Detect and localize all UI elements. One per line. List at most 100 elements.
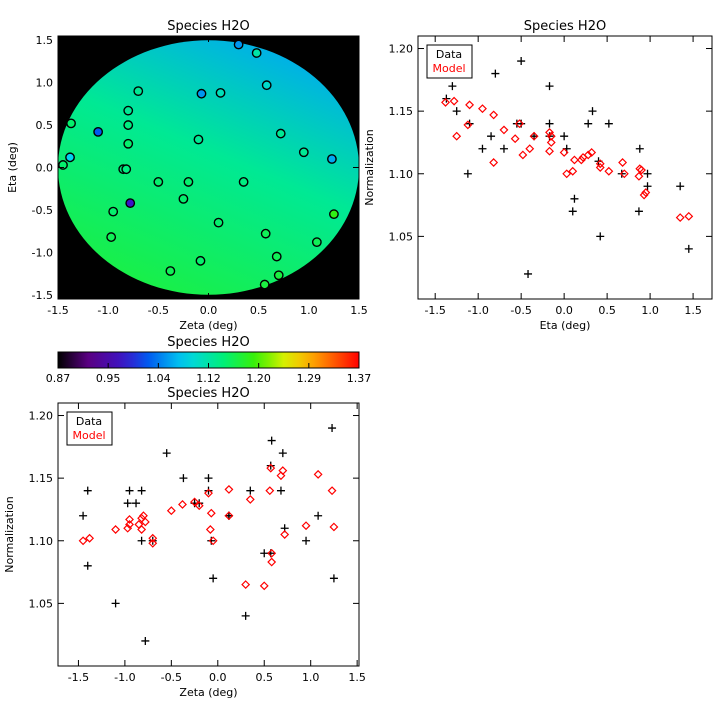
model-point: [208, 536, 218, 546]
colorbar-title: Species H2O: [167, 335, 249, 350]
data-point: [207, 536, 216, 545]
model-point: [452, 131, 462, 141]
model-point: [518, 150, 528, 160]
map-point: [178, 193, 189, 204]
model-point: [525, 144, 535, 154]
map-point: [123, 120, 134, 130]
model-point: [587, 148, 597, 157]
data-point: [278, 449, 287, 458]
y-tick-label: 1.15: [29, 472, 54, 485]
data-point: [83, 561, 92, 570]
x-tick-label: 0.0: [200, 304, 218, 317]
model-point: [529, 131, 539, 141]
model-point: [604, 166, 614, 176]
map-point: [123, 105, 134, 116]
data-point: [204, 486, 213, 495]
x-tick-label: 1.5: [684, 304, 702, 317]
colorbar-tick-label: 1.20: [246, 372, 271, 385]
y-tick-label: 1.15: [389, 105, 414, 118]
model-point: [329, 522, 339, 532]
model-point: [205, 525, 215, 534]
chart-title: Species H2O: [524, 19, 606, 34]
model-point: [190, 497, 200, 507]
map-point: [196, 88, 207, 99]
model-point: [266, 463, 276, 473]
y-tick-label: 1.0: [36, 77, 54, 90]
map-point: [183, 177, 194, 187]
data-point: [604, 119, 613, 128]
model-point: [595, 159, 605, 169]
model-point: [514, 119, 524, 129]
data-point: [676, 182, 685, 191]
axes-frame: [417, 35, 713, 300]
map-point: [327, 154, 337, 164]
data-point: [148, 536, 157, 545]
y-tick-label: -1.5: [32, 289, 53, 302]
model-point: [570, 155, 579, 165]
x-tick-label: -1.5: [47, 304, 68, 317]
model-point: [595, 163, 605, 172]
x-tick-label: 1.0: [302, 671, 320, 684]
data-point: [545, 82, 554, 91]
x-tick-label: -0.5: [148, 304, 169, 317]
data-point: [491, 69, 500, 78]
y-axis-label: Normalization: [363, 129, 376, 205]
model-point: [148, 538, 158, 548]
data-point: [517, 57, 526, 66]
model-point: [562, 169, 572, 179]
model-point: [675, 213, 685, 223]
model-point: [463, 120, 473, 130]
axes-frame: [57, 402, 360, 667]
data-point: [328, 424, 337, 433]
data-point: [123, 499, 132, 508]
x-tick-label: 0.5: [250, 304, 268, 317]
colorbar-tick-label: 1.04: [146, 372, 171, 385]
eta-panel: -1.5 -1.0 -0.5 0.0 0.5 1.0 1.5 1.05 1.10 1.15 1.20…: [363, 19, 713, 332]
legend-box: [426, 44, 473, 79]
model-point: [545, 146, 554, 156]
data-point: [442, 94, 451, 103]
data-point: [570, 194, 579, 203]
model-point: [166, 506, 176, 516]
data-point: [79, 511, 88, 520]
plot-area: [58, 403, 359, 666]
map-point: [133, 86, 144, 97]
map-point: [215, 87, 226, 98]
zeta-panel: -1.5 -1.0 -0.5 0.0 0.5 1.0 1.5 1.05 1.10 1.15 1.20…: [3, 386, 366, 699]
map-point: [153, 177, 164, 187]
map-point: [233, 39, 244, 50]
model-point: [546, 138, 556, 147]
model-point: [313, 469, 323, 479]
legend-box: [66, 411, 113, 446]
x-tick-label: -0.5: [510, 304, 531, 317]
model-point: [206, 508, 216, 518]
y-tick-label: 1.05: [389, 230, 414, 243]
data-point: [246, 486, 255, 495]
data-point: [137, 536, 146, 545]
model-point: [137, 525, 147, 534]
x-tick-label: -1.5: [68, 671, 89, 684]
model-point: [619, 169, 629, 179]
model-point: [449, 96, 459, 106]
legend-entry-model: Model: [432, 62, 465, 75]
data-point: [266, 461, 275, 470]
map-point: [259, 279, 270, 290]
map-point: [271, 251, 282, 262]
model-point: [267, 557, 277, 567]
data-point: [125, 486, 134, 495]
model-point: [545, 127, 554, 137]
legend-entry-data: Data: [436, 48, 462, 61]
x-tick-label: 1.5: [348, 671, 366, 684]
x-axis-label: Zeta (deg): [179, 686, 237, 699]
y-axis-label: Eta (deg): [6, 142, 19, 193]
y-tick-label: 0.0: [36, 162, 54, 175]
model-point: [224, 484, 234, 494]
data-point: [560, 132, 569, 141]
colorbar-tick-label: 1.37: [347, 372, 372, 385]
model-point: [634, 171, 644, 181]
model-point: [301, 521, 311, 531]
model-point: [278, 466, 288, 476]
y-tick-label: -0.5: [32, 204, 53, 217]
map-point: [298, 147, 309, 158]
plot-area: [418, 36, 712, 299]
